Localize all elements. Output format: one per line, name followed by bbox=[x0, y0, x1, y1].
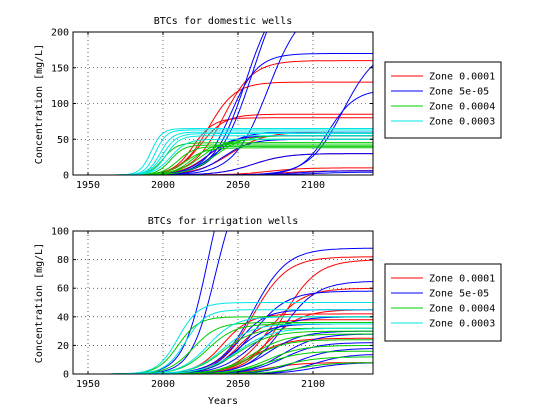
y-tick-label: 80 bbox=[57, 255, 69, 266]
axis-ticks: 1950 2000 2050 2100 0 50 100 150 200 bbox=[51, 28, 373, 191]
domestic-wells-panel: BTCs for domestic wells Concentration [m… bbox=[34, 16, 502, 191]
legend-box bbox=[384, 263, 502, 342]
y-tick-label: 60 bbox=[57, 284, 69, 295]
y-tick-label: 100 bbox=[51, 227, 69, 238]
series-line bbox=[73, 32, 297, 175]
legend: Zone 0.0001 Zone 5e-05 Zone 0.0004 Zone 0.0… bbox=[384, 263, 502, 342]
x-tick-label: 2100 bbox=[301, 180, 325, 191]
series-line bbox=[73, 313, 373, 374]
y-tick-label: 20 bbox=[57, 341, 69, 352]
series-line bbox=[73, 153, 373, 175]
series-line bbox=[73, 247, 373, 374]
y-tick-label: 40 bbox=[57, 312, 69, 323]
series-line bbox=[73, 339, 373, 374]
legend-label: Zone 0.0003 bbox=[429, 319, 495, 330]
x-tick-label: 2000 bbox=[151, 379, 175, 390]
axis-ticks: 1950 2000 2050 2100 0 20 40 60 80 100 bbox=[51, 227, 373, 390]
series-line bbox=[73, 350, 373, 374]
x-axis-label: Years bbox=[208, 396, 238, 407]
legend-label: Zone 0.0004 bbox=[429, 102, 495, 113]
series-line bbox=[73, 327, 373, 374]
x-tick-label: 2050 bbox=[226, 180, 250, 191]
series-line bbox=[73, 147, 373, 175]
y-tick-label: 0 bbox=[63, 171, 69, 182]
series-line bbox=[73, 171, 373, 175]
y-axis-label: Concentration [mg/L] bbox=[34, 44, 45, 164]
axes-box bbox=[72, 230, 374, 375]
y-axis-label: Concentration [mg/L] bbox=[34, 243, 45, 363]
series-line bbox=[73, 145, 373, 175]
series-line bbox=[73, 256, 373, 374]
y-tick-label: 200 bbox=[51, 28, 69, 39]
y-tick-label: 100 bbox=[51, 99, 69, 110]
chart-title: BTCs for irrigation wells bbox=[148, 216, 299, 227]
series-line bbox=[73, 333, 373, 374]
series-line bbox=[73, 91, 373, 175]
x-tick-label: 2100 bbox=[301, 379, 325, 390]
plot-area bbox=[73, 231, 373, 374]
series-line bbox=[73, 316, 373, 374]
series-line bbox=[73, 309, 373, 374]
legend-label: Zone 5e-05 bbox=[429, 289, 489, 300]
legend-label: Zone 0.0003 bbox=[429, 117, 495, 128]
y-tick-label: 150 bbox=[51, 63, 69, 74]
series-line bbox=[73, 117, 373, 175]
y-tick-label: 0 bbox=[63, 370, 69, 381]
legend-label: Zone 0.0001 bbox=[429, 274, 495, 285]
x-tick-label: 2000 bbox=[151, 180, 175, 191]
legend-label: Zone 0.0001 bbox=[429, 72, 495, 83]
chart-title: BTCs for domestic wells bbox=[154, 16, 292, 27]
y-tick-label: 50 bbox=[57, 135, 69, 146]
series-line bbox=[73, 330, 373, 374]
x-tick-label: 1950 bbox=[76, 180, 100, 191]
series-line bbox=[73, 330, 373, 374]
series-line bbox=[73, 323, 373, 374]
legend-box bbox=[384, 61, 502, 139]
legend-label: Zone 5e-05 bbox=[429, 87, 489, 98]
irrigation-wells-panel: BTCs for irrigation wells Concentration … bbox=[34, 216, 502, 407]
legend-label: Zone 0.0004 bbox=[429, 304, 495, 315]
x-tick-label: 2050 bbox=[226, 379, 250, 390]
x-tick-label: 1950 bbox=[76, 379, 100, 390]
legend: Zone 0.0001 Zone 5e-05 Zone 0.0004 Zone 0.0… bbox=[384, 61, 502, 139]
